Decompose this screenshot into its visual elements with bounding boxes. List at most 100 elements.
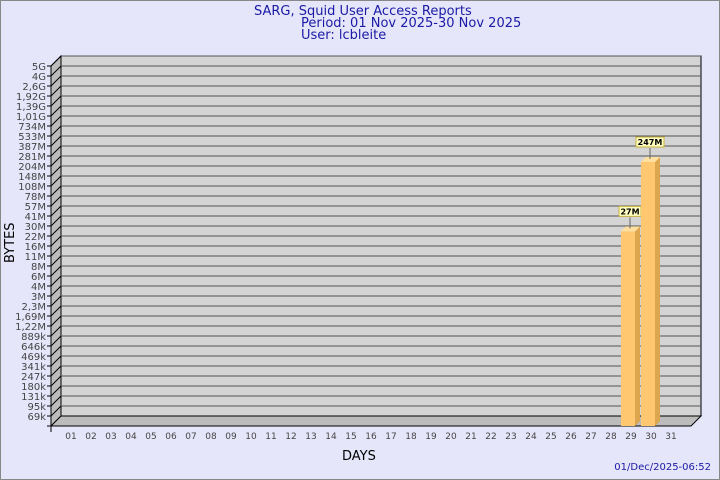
- y-tick: [47, 105, 62, 117]
- y-tick: [47, 205, 62, 217]
- x-tick-label: 12: [285, 432, 296, 442]
- x-tick-label: 27: [585, 432, 596, 442]
- y-tick: [47, 175, 62, 187]
- y-tick-label: 16M: [25, 242, 46, 253]
- y-tick-label: 1,39G: [16, 102, 46, 113]
- y-tick-label: 1,69M: [15, 312, 46, 323]
- x-tick-label: 08: [205, 432, 217, 442]
- bar-front: [621, 231, 635, 426]
- y-tick: [47, 335, 62, 347]
- x-tick-label: 14: [325, 432, 337, 442]
- y-tick-label: 8M: [31, 262, 46, 273]
- y-tick: [47, 75, 62, 87]
- generated-timestamp: 01/Dec/2025-06:52: [614, 462, 711, 473]
- y-tick: [47, 125, 62, 137]
- x-tick-label: 22: [485, 432, 496, 442]
- y-tick-label: 78M: [25, 192, 46, 203]
- bar-top: [641, 157, 660, 163]
- x-tick-label: 11: [265, 432, 276, 442]
- y-tick: [47, 235, 62, 247]
- y-tick: [47, 345, 62, 357]
- y-tick: [47, 165, 62, 177]
- bar-front: [641, 162, 655, 427]
- x-tick-label: 13: [305, 432, 316, 442]
- y-tick-label: 5G: [32, 62, 46, 73]
- y-tick-label: 1,22M: [15, 322, 46, 333]
- y-tick: [47, 315, 62, 327]
- plot-floor: [49, 415, 703, 427]
- y-axis-label: BYTES: [3, 222, 18, 263]
- y-tick: [47, 365, 62, 377]
- x-tick-label: 28: [605, 432, 617, 442]
- x-tick-label: 07: [185, 432, 196, 442]
- y-tick-label: 41M: [25, 212, 46, 223]
- bar-value-label: 247M: [638, 138, 663, 147]
- x-tick-label: 31: [665, 432, 676, 442]
- chart-title: SARG, Squid User Access Reports: [254, 4, 472, 19]
- x-tick-label: 23: [505, 432, 516, 442]
- y-tick-label: 30M: [25, 222, 46, 233]
- y-tick: [47, 135, 62, 147]
- y-tick: [47, 65, 62, 77]
- y-tick-label: 2,3M: [21, 302, 46, 313]
- chart-period: Period: 01 Nov 2025-30 Nov 2025: [301, 16, 522, 31]
- x-tick-label: 02: [85, 432, 96, 442]
- y-tick-label: 469k: [21, 352, 46, 363]
- y-tick: [47, 285, 62, 297]
- bar-side: [635, 226, 640, 426]
- y-tick: [47, 145, 62, 157]
- y-tick-label: 6M: [31, 272, 46, 283]
- bar-value-label: 27M: [620, 207, 639, 216]
- y-tick: [47, 215, 62, 227]
- y-tick-label: 889k: [21, 332, 46, 343]
- x-tick-label: 09: [225, 432, 237, 442]
- y-tick: [47, 265, 62, 277]
- y-tick-label: 2,6G: [22, 82, 46, 93]
- x-tick-label: 25: [545, 432, 556, 442]
- y-tick: [47, 255, 62, 267]
- x-tick-label: 21: [465, 432, 476, 442]
- bar-label-box: [635, 136, 665, 148]
- x-tick-label: 10: [245, 432, 257, 442]
- x-tick-label: 29: [625, 432, 637, 442]
- y-tick-label: 3M: [31, 292, 46, 303]
- bar-side: [655, 157, 660, 427]
- x-tick-label: 24: [525, 432, 537, 442]
- x-tick-label: 15: [345, 432, 356, 442]
- y-tick-label: 22M: [25, 232, 46, 243]
- y-tick: [47, 325, 62, 337]
- y-tick-label: 734M: [18, 122, 46, 133]
- y-tick: [47, 395, 62, 407]
- x-tick-label: 04: [125, 432, 137, 442]
- x-axis-label: DAYS: [342, 449, 376, 464]
- y-tick: [47, 305, 62, 317]
- y-tick: [47, 375, 62, 387]
- y-tick-label: 69k: [27, 412, 46, 423]
- x-tick-label: 26: [565, 432, 577, 442]
- y-tick: [47, 85, 62, 97]
- x-tick-label: 20: [445, 432, 457, 442]
- y-tick-label: 646k: [21, 342, 46, 353]
- y-tick: [47, 295, 62, 307]
- y-tick-label: 387M: [18, 142, 46, 153]
- y-tick: [47, 115, 62, 127]
- y-tick-label: 131k: [21, 392, 46, 403]
- y-tick: [47, 155, 62, 167]
- y-tick: [47, 95, 62, 107]
- bar-day-29: 27M: [618, 205, 642, 426]
- x-tick-label: 05: [145, 432, 156, 442]
- y-tick-label: 57M: [25, 202, 46, 213]
- y-tick-label: 4M: [31, 282, 46, 293]
- y-tick: [47, 225, 62, 237]
- bar-top: [621, 226, 640, 232]
- x-tick-label: 17: [385, 432, 396, 442]
- y-tick-label: 1,92G: [16, 92, 46, 103]
- y-tick-label: 247k: [21, 372, 46, 383]
- y-tick-label: 533M: [18, 132, 46, 143]
- y-tick-label: 281M: [18, 152, 46, 163]
- bar-day-30: 247M: [635, 136, 665, 427]
- x-tick-label: 01: [65, 432, 76, 442]
- y-tick: [47, 405, 62, 417]
